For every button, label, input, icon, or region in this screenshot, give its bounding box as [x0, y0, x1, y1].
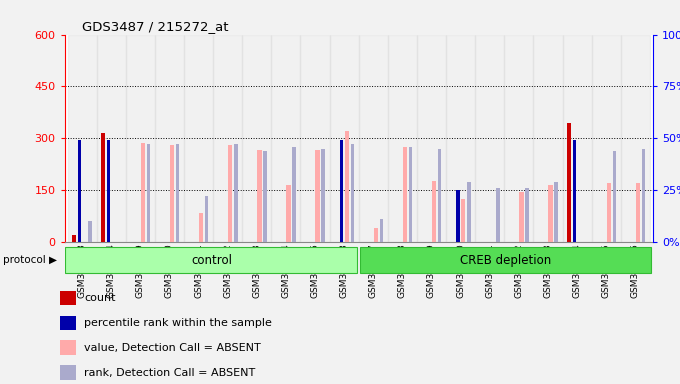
Bar — [525, 188, 529, 242]
Bar — [88, 221, 92, 242]
Bar — [562, 35, 592, 242]
Bar — [636, 183, 640, 242]
Text: GDS3487 / 215272_at: GDS3487 / 215272_at — [82, 20, 228, 33]
Bar — [205, 196, 209, 242]
Bar — [107, 140, 110, 242]
Bar — [461, 199, 465, 242]
Bar — [213, 35, 242, 242]
Bar — [263, 151, 267, 242]
Text: control: control — [191, 254, 232, 266]
Bar — [322, 149, 325, 242]
Bar — [417, 35, 446, 242]
Text: CREB depletion: CREB depletion — [460, 254, 551, 266]
Bar — [234, 144, 237, 242]
Bar — [446, 35, 475, 242]
Bar — [642, 149, 645, 242]
Bar — [141, 144, 145, 242]
Bar — [286, 185, 291, 242]
Bar — [438, 149, 441, 242]
Bar — [78, 140, 81, 242]
Bar — [97, 35, 126, 242]
Bar — [228, 145, 233, 242]
Bar — [176, 144, 180, 242]
Bar — [199, 213, 203, 242]
Bar — [271, 35, 301, 242]
Bar — [456, 190, 460, 242]
Bar — [340, 140, 343, 242]
Bar — [60, 341, 76, 355]
Bar — [374, 228, 378, 242]
Bar — [184, 35, 213, 242]
Bar — [467, 182, 471, 242]
Bar — [379, 219, 383, 242]
Bar — [242, 35, 271, 242]
Bar — [330, 35, 358, 242]
Bar — [388, 35, 417, 242]
Bar — [573, 140, 576, 242]
Bar — [533, 35, 562, 242]
Bar — [351, 144, 354, 242]
Bar — [621, 35, 650, 242]
Bar — [126, 35, 155, 242]
Bar — [566, 123, 571, 242]
Bar — [345, 131, 349, 242]
Bar — [505, 35, 533, 242]
Bar — [60, 316, 76, 330]
Bar — [607, 183, 611, 242]
Bar — [548, 185, 553, 242]
Bar — [360, 247, 651, 273]
Text: percentile rank within the sample: percentile rank within the sample — [84, 318, 272, 328]
Text: rank, Detection Call = ABSENT: rank, Detection Call = ABSENT — [84, 367, 256, 377]
Bar — [403, 147, 407, 242]
Bar — [257, 151, 262, 242]
Bar — [592, 35, 621, 242]
Bar — [316, 151, 320, 242]
Bar — [60, 365, 76, 380]
Bar — [475, 35, 505, 242]
Bar — [409, 147, 412, 242]
Bar — [147, 144, 150, 242]
Bar — [358, 35, 388, 242]
Bar — [101, 133, 105, 242]
Bar — [67, 35, 97, 242]
Bar — [520, 192, 524, 242]
Text: value, Detection Call = ABSENT: value, Detection Call = ABSENT — [84, 343, 261, 353]
Bar — [613, 151, 616, 242]
Bar — [155, 35, 184, 242]
Bar — [65, 247, 357, 273]
Bar — [432, 182, 437, 242]
Bar — [301, 35, 330, 242]
Bar — [71, 235, 76, 242]
Text: protocol ▶: protocol ▶ — [3, 255, 57, 265]
Bar — [170, 145, 174, 242]
Bar — [292, 147, 296, 242]
Text: count: count — [84, 293, 116, 303]
Bar — [60, 291, 76, 305]
Bar — [554, 182, 558, 242]
Bar — [496, 188, 500, 242]
